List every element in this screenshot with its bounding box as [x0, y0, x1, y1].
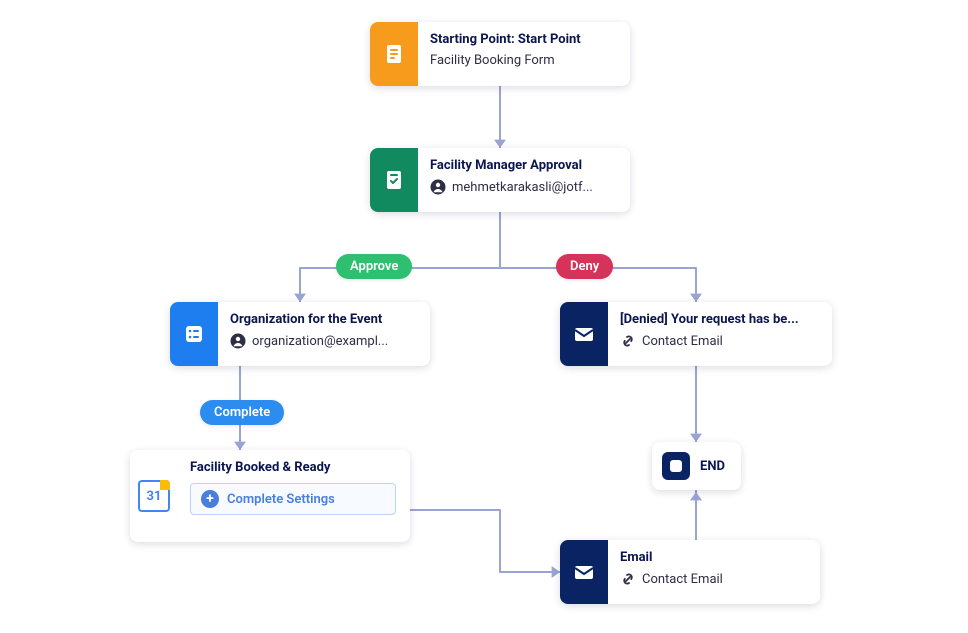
link-icon — [620, 333, 636, 349]
node-subtitle: Facility Booking Form — [430, 53, 555, 68]
node-title: Facility Booked & Ready — [190, 460, 396, 475]
node-subtitle: organization@exampl... — [252, 334, 388, 349]
plus-icon: + — [201, 490, 219, 508]
node-subtitle: Contact Email — [642, 334, 723, 349]
node-title: Facility Manager Approval — [430, 158, 616, 173]
node-title: Starting Point: Start Point — [430, 32, 616, 47]
node-subtitle: mehmetkarakasli@jotf... — [452, 180, 593, 195]
complete-settings-button[interactable]: + Complete Settings — [190, 483, 396, 515]
envelope-icon — [560, 540, 608, 604]
node-email[interactable]: Email Contact Email — [560, 540, 820, 604]
node-booked[interactable]: Facility Booked & Ready + Complete Setti… — [130, 450, 410, 542]
node-denied-email[interactable]: [Denied] Your request has be... Contact … — [560, 302, 832, 366]
form-icon — [370, 22, 418, 86]
approval-icon — [370, 148, 418, 212]
node-title: [Denied] Your request has be... — [620, 312, 818, 327]
end-label: END — [700, 459, 725, 474]
stop-icon — [662, 452, 690, 480]
link-icon — [620, 571, 636, 587]
checklist-icon — [170, 302, 218, 366]
pill-approve[interactable]: Approve — [336, 254, 412, 279]
button-label: Complete Settings — [227, 492, 335, 507]
node-title: Organization for the Event — [230, 312, 416, 327]
node-subtitle: Contact Email — [642, 572, 723, 587]
google-calendar-icon — [130, 450, 178, 542]
pill-deny[interactable]: Deny — [556, 254, 613, 279]
node-approval[interactable]: Facility Manager Approval mehmetkarakasl… — [370, 148, 630, 212]
node-organization[interactable]: Organization for the Event organization@… — [170, 302, 430, 366]
node-end[interactable]: END — [652, 442, 741, 490]
envelope-icon — [560, 302, 608, 366]
pill-complete[interactable]: Complete — [200, 400, 284, 425]
node-title: Email — [620, 550, 806, 565]
user-icon — [230, 333, 246, 349]
node-start[interactable]: Starting Point: Start Point Facility Boo… — [370, 22, 630, 86]
user-icon — [430, 179, 446, 195]
